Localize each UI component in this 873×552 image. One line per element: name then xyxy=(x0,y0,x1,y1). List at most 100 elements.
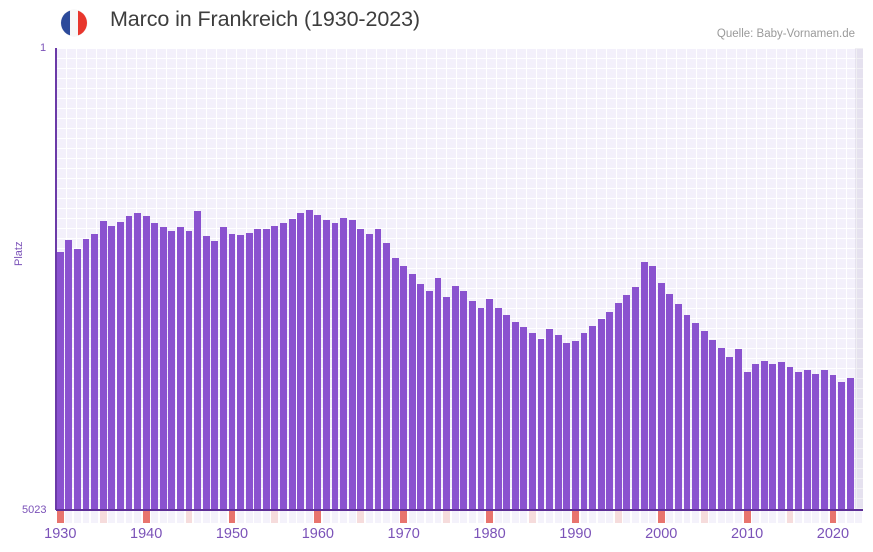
bar xyxy=(468,301,476,510)
bar xyxy=(82,239,90,510)
bar xyxy=(580,333,588,510)
tick-swatch xyxy=(546,511,554,523)
tick-swatch xyxy=(434,511,442,523)
x-axis-tick-label: 1980 xyxy=(473,526,506,542)
page-title: Marco in Frankreich (1930-2023) xyxy=(110,7,420,31)
tick-swatch-half-decade xyxy=(786,511,794,523)
tick-swatch-half-decade xyxy=(529,511,536,523)
bar xyxy=(674,304,682,510)
bar xyxy=(726,357,734,510)
tick-swatch xyxy=(202,511,210,523)
bar xyxy=(237,235,244,510)
x-axis-tick-label: 1960 xyxy=(301,526,334,542)
tick-swatch xyxy=(125,511,133,523)
tick-swatch xyxy=(108,511,116,523)
bar xyxy=(151,223,159,510)
bar xyxy=(219,227,227,510)
bar xyxy=(374,229,382,510)
tick-swatch xyxy=(623,511,631,523)
tick-swatch xyxy=(606,511,614,523)
bar xyxy=(666,294,674,510)
bar xyxy=(228,234,236,510)
tick-swatch xyxy=(589,511,596,523)
tick-swatch xyxy=(322,511,330,523)
bar xyxy=(116,222,124,510)
tick-swatch xyxy=(177,511,184,523)
bar xyxy=(391,258,399,510)
bar xyxy=(494,308,502,510)
tick-swatch xyxy=(726,511,734,523)
bar xyxy=(400,266,408,510)
tick-swatch xyxy=(460,511,468,523)
bars-layer xyxy=(56,48,863,510)
tick-swatch xyxy=(563,511,571,523)
bar xyxy=(700,331,708,510)
bar xyxy=(554,335,562,510)
tick-swatch xyxy=(649,511,657,523)
bar xyxy=(262,229,270,510)
tick-swatch-half-decade xyxy=(271,511,279,523)
tick-swatch xyxy=(374,511,382,523)
tick-swatch-decade xyxy=(56,511,64,523)
bar xyxy=(632,287,639,510)
x-axis-tick-label: 1940 xyxy=(130,526,163,542)
bar xyxy=(340,218,348,510)
x-axis-tick-label: 1930 xyxy=(44,526,77,542)
tick-swatch xyxy=(331,511,339,523)
bar xyxy=(91,234,99,510)
flag-band-white xyxy=(69,10,79,36)
bar xyxy=(288,219,296,510)
tick-swatch xyxy=(211,511,219,523)
bar xyxy=(683,315,691,510)
bar xyxy=(717,348,725,510)
bar xyxy=(563,343,571,510)
tick-swatch xyxy=(348,511,356,523)
bar xyxy=(786,367,794,510)
bar xyxy=(649,266,657,510)
bar xyxy=(477,308,485,510)
tick-swatch xyxy=(674,511,682,523)
bar xyxy=(383,243,390,510)
tick-swatch xyxy=(288,511,296,523)
tick-swatch xyxy=(554,511,562,523)
tick-swatch xyxy=(778,511,785,523)
bar xyxy=(614,303,622,510)
x-axis-line xyxy=(56,509,863,511)
source-attribution: Quelle: Baby-Vornamen.de xyxy=(716,28,855,40)
bar xyxy=(434,278,442,510)
tick-swatch xyxy=(760,511,768,523)
tick-swatch xyxy=(74,511,81,523)
tick-swatch xyxy=(408,511,416,523)
tick-swatch xyxy=(503,511,511,523)
bar xyxy=(194,211,202,510)
tick-swatch-decade xyxy=(228,511,236,523)
tick-swatch xyxy=(262,511,270,523)
tick-swatch xyxy=(769,511,777,523)
chart-header: Marco in Frankreich (1930-2023) Quelle: … xyxy=(0,0,873,46)
tick-swatch xyxy=(494,511,502,523)
x-axis-tick-label: 1970 xyxy=(387,526,420,542)
tick-swatch-decade xyxy=(657,511,665,523)
bar xyxy=(108,226,116,510)
bar xyxy=(74,249,81,510)
bar xyxy=(125,216,133,510)
bar xyxy=(357,229,365,510)
bar xyxy=(168,231,176,510)
tick-swatch xyxy=(219,511,227,523)
bar xyxy=(348,220,356,510)
tick-swatch-half-decade xyxy=(99,511,107,523)
y-axis-bottom-tick-label: 5023 xyxy=(22,504,47,516)
tick-swatch-decade xyxy=(400,511,408,523)
bar xyxy=(65,240,73,510)
tick-swatch xyxy=(580,511,588,523)
y-axis-top-tick-label: 1 xyxy=(40,42,47,54)
bar xyxy=(177,227,184,510)
bar xyxy=(365,234,373,510)
tick-swatch xyxy=(597,511,605,523)
bar xyxy=(623,295,631,510)
tick-swatch xyxy=(391,511,399,523)
x-axis-tick-strip xyxy=(56,511,863,523)
tick-swatch xyxy=(134,511,141,523)
tick-swatch xyxy=(451,511,459,523)
